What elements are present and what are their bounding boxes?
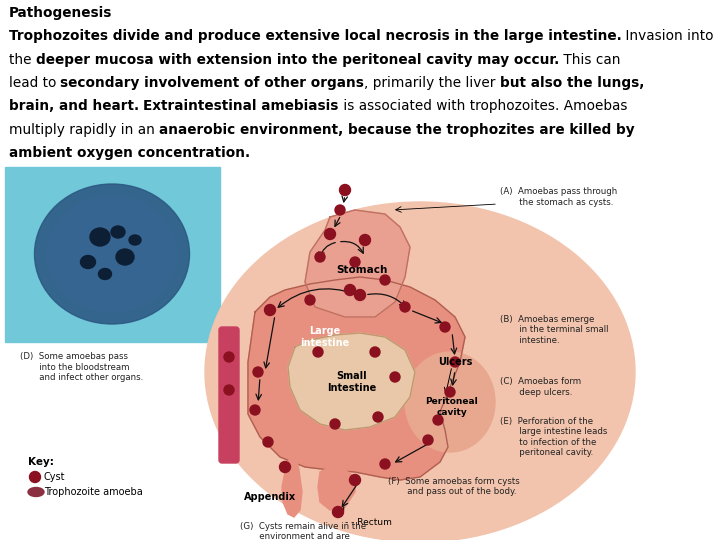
- Text: Stomach: Stomach: [336, 265, 387, 275]
- Text: Appendix: Appendix: [244, 492, 296, 502]
- Circle shape: [350, 257, 360, 267]
- Ellipse shape: [405, 352, 495, 452]
- Text: Pathogenesis: Pathogenesis: [9, 6, 112, 20]
- Text: (G)  Cysts remain alive in the
       environment and are
       transmitted in : (G) Cysts remain alive in the environmen…: [240, 522, 390, 540]
- Circle shape: [335, 205, 345, 215]
- Text: (A)  Amoebas pass through
       the stomach as cysts.: (A) Amoebas pass through the stomach as …: [500, 187, 617, 207]
- Text: Key:: Key:: [28, 457, 54, 467]
- Circle shape: [333, 507, 343, 517]
- Text: (C)  Amoebas form
       deep ulcers.: (C) Amoebas form deep ulcers.: [500, 377, 581, 397]
- Circle shape: [344, 285, 356, 295]
- FancyBboxPatch shape: [219, 327, 239, 463]
- Polygon shape: [248, 277, 465, 480]
- Text: secondary involvement of other organs: secondary involvement of other organs: [60, 76, 364, 90]
- Text: This can: This can: [559, 53, 620, 67]
- Circle shape: [380, 459, 390, 469]
- Circle shape: [450, 357, 460, 367]
- Ellipse shape: [116, 249, 134, 265]
- Text: Small
Intestine: Small Intestine: [328, 371, 377, 393]
- Text: Extraintestinal amebiasis: Extraintestinal amebiasis: [143, 99, 338, 113]
- Circle shape: [354, 289, 366, 300]
- Polygon shape: [305, 210, 410, 317]
- Text: (E)  Perforation of the
       large intestine leads
       to infection of the
: (E) Perforation of the large intestine l…: [500, 417, 608, 457]
- Text: deeper mucosa with extension into the peritoneal cavity may occur.: deeper mucosa with extension into the pe…: [35, 53, 559, 67]
- Circle shape: [445, 387, 455, 397]
- Text: anaerobic environment, because the trophozites are killed by: anaerobic environment, because the troph…: [159, 123, 634, 137]
- Circle shape: [224, 385, 234, 395]
- Circle shape: [313, 347, 323, 357]
- Circle shape: [440, 322, 450, 332]
- Circle shape: [224, 352, 234, 362]
- Polygon shape: [288, 333, 415, 430]
- Circle shape: [370, 347, 380, 357]
- Text: Peritoneal
cavity: Peritoneal cavity: [426, 397, 478, 417]
- Ellipse shape: [90, 228, 110, 246]
- Circle shape: [315, 252, 325, 262]
- Text: is associated with trophozoites. Amoebas: is associated with trophozoites. Amoebas: [338, 99, 627, 113]
- FancyBboxPatch shape: [5, 167, 220, 342]
- Text: Trophozoite amoeba: Trophozoite amoeba: [44, 487, 143, 497]
- Text: Cyst: Cyst: [44, 472, 66, 482]
- Ellipse shape: [111, 226, 125, 238]
- Circle shape: [390, 372, 400, 382]
- Text: lead to: lead to: [9, 76, 60, 90]
- Ellipse shape: [28, 488, 44, 496]
- Circle shape: [380, 275, 390, 285]
- Circle shape: [373, 412, 383, 422]
- Circle shape: [263, 437, 273, 447]
- Circle shape: [305, 295, 315, 305]
- Ellipse shape: [81, 255, 96, 268]
- Circle shape: [250, 405, 260, 415]
- Circle shape: [433, 415, 443, 425]
- Circle shape: [253, 367, 263, 377]
- Text: Trophozoites divide and produce extensive local necrosis in the large intestine.: Trophozoites divide and produce extensiv…: [9, 29, 621, 43]
- Circle shape: [349, 475, 361, 485]
- Ellipse shape: [205, 202, 635, 540]
- Ellipse shape: [47, 197, 177, 312]
- Text: Large
intestine: Large intestine: [300, 326, 350, 348]
- Ellipse shape: [35, 184, 189, 324]
- Ellipse shape: [129, 235, 141, 245]
- Circle shape: [359, 234, 371, 246]
- Text: (B)  Amoebas emerge
       in the terminal small
       intestine.: (B) Amoebas emerge in the terminal small…: [500, 315, 608, 345]
- Text: - - Rectum: - - Rectum: [345, 518, 392, 527]
- Circle shape: [330, 419, 340, 429]
- Circle shape: [30, 471, 40, 483]
- Circle shape: [279, 462, 290, 472]
- Text: the: the: [9, 53, 35, 67]
- Circle shape: [264, 305, 276, 315]
- Circle shape: [340, 185, 351, 195]
- Text: (F)  Some amoebas form cysts
       and pass out of the body.: (F) Some amoebas form cysts and pass out…: [388, 477, 520, 496]
- Ellipse shape: [99, 268, 112, 280]
- Text: Invasion into: Invasion into: [621, 29, 714, 43]
- Polygon shape: [318, 467, 355, 510]
- Text: ambient oxygen concentration.: ambient oxygen concentration.: [9, 146, 250, 160]
- Circle shape: [400, 302, 410, 312]
- Text: brain, and heart.: brain, and heart.: [9, 99, 139, 113]
- Polygon shape: [282, 452, 302, 517]
- Circle shape: [423, 435, 433, 445]
- Circle shape: [325, 228, 336, 240]
- Text: but also the lungs,: but also the lungs,: [500, 76, 644, 90]
- Text: , primarily the liver: , primarily the liver: [364, 76, 500, 90]
- Text: (D)  Some amoebas pass
       into the bloodstream
       and infect other organ: (D) Some amoebas pass into the bloodstre…: [20, 352, 143, 382]
- Text: Ulcers: Ulcers: [438, 357, 472, 367]
- Text: multiply rapidly in an: multiply rapidly in an: [9, 123, 159, 137]
